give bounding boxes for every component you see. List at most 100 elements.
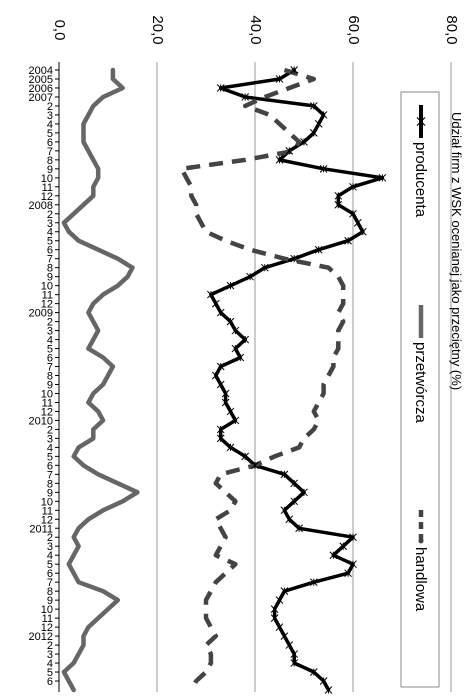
data-point-producenta bbox=[344, 569, 352, 578]
data-point-producenta bbox=[226, 317, 235, 326]
x-tick-label: 6 bbox=[47, 245, 53, 257]
x-tick-label: 2011 bbox=[29, 523, 53, 535]
data-point-producenta bbox=[349, 209, 357, 218]
x-tick-label: 6 bbox=[47, 676, 53, 688]
x-tick-label: 9 bbox=[47, 595, 53, 607]
x-tick-label: 7 bbox=[47, 254, 53, 266]
data-point-producenta bbox=[280, 587, 289, 596]
data-point-producenta bbox=[290, 659, 299, 667]
data-point-producenta bbox=[334, 200, 343, 209]
x-tick-label: 2012 bbox=[29, 631, 53, 643]
data-point-producenta bbox=[344, 236, 352, 245]
x-tick-label: 7 bbox=[47, 362, 53, 374]
x-tick-label: 3 bbox=[47, 649, 53, 661]
x-tick-label: 2008 bbox=[29, 200, 53, 212]
x-tick-label: 2006 bbox=[29, 83, 53, 95]
data-point-producenta bbox=[280, 506, 289, 515]
x-tick-label: 12 bbox=[41, 514, 53, 526]
data-point-producenta bbox=[211, 371, 220, 380]
data-point-producenta bbox=[226, 281, 235, 290]
x-tick-label: 5 bbox=[47, 344, 53, 356]
series-markers bbox=[207, 66, 387, 694]
series-line-handlowa bbox=[179, 67, 346, 692]
x-tick-label: 9 bbox=[47, 164, 53, 176]
x-tick-label: 9 bbox=[47, 272, 53, 284]
x-tick-label: 4 bbox=[47, 550, 53, 562]
data-point-producenta bbox=[314, 120, 323, 128]
x-tick-label: 9 bbox=[47, 487, 53, 499]
data-point-producenta bbox=[378, 173, 387, 182]
y-tick-label: 40,0 bbox=[247, 15, 264, 44]
data-point-producenta bbox=[226, 407, 235, 416]
data-point-producenta bbox=[290, 254, 299, 263]
data-point-producenta bbox=[216, 434, 225, 443]
x-tick-label: 9 bbox=[47, 379, 53, 391]
data-point-producenta bbox=[226, 443, 235, 452]
data-point-producenta bbox=[216, 425, 225, 434]
x-tick-label: 3 bbox=[47, 218, 53, 230]
data-point-producenta bbox=[285, 641, 294, 649]
series-line-przetwórcza bbox=[61, 67, 140, 693]
y-tick-label: 80,0 bbox=[443, 15, 460, 44]
x-tick-label: 5 bbox=[47, 128, 53, 140]
x-tick-label: 4 bbox=[47, 335, 53, 347]
data-point-producenta bbox=[319, 164, 328, 173]
data-point-producenta bbox=[280, 470, 289, 479]
x-tick-label: 4 bbox=[47, 119, 53, 131]
x-tick-label: 11 bbox=[42, 613, 53, 625]
series-line-producenta bbox=[209, 68, 385, 692]
x-tick-label: 5 bbox=[47, 236, 53, 248]
x-tick-label: 4 bbox=[47, 442, 53, 454]
data-point-producenta bbox=[309, 578, 318, 587]
data-point-producenta bbox=[319, 111, 328, 119]
x-tick-label: 8 bbox=[47, 155, 53, 167]
data-point-producenta bbox=[285, 515, 294, 524]
data-point-producenta bbox=[290, 479, 299, 488]
legend-label-handlowa: handlowa bbox=[412, 547, 429, 612]
data-point-producenta bbox=[295, 524, 303, 533]
series-lines bbox=[61, 67, 385, 693]
data-point-producenta bbox=[231, 416, 240, 425]
data-point-producenta bbox=[270, 614, 279, 622]
data-point-producenta bbox=[349, 533, 357, 542]
x-tick-label: 7 bbox=[47, 577, 53, 589]
x-tick-label: 5 bbox=[47, 451, 53, 463]
data-point-producenta bbox=[207, 290, 215, 299]
legend-box bbox=[400, 91, 440, 688]
x-tick-label: 2 bbox=[47, 532, 53, 544]
data-point-producenta bbox=[241, 335, 250, 344]
x-tick-label: 2 bbox=[47, 424, 53, 436]
data-point-producenta bbox=[349, 560, 357, 569]
y-tick-label: 20,0 bbox=[149, 15, 166, 44]
data-point-producenta bbox=[231, 344, 240, 353]
legend-label-producenta: producenta bbox=[412, 142, 429, 218]
data-point-producenta bbox=[358, 227, 367, 236]
data-point-producenta bbox=[275, 623, 284, 631]
data-point-producenta bbox=[251, 461, 259, 470]
data-point-producenta bbox=[231, 326, 240, 335]
data-point-producenta bbox=[216, 84, 225, 92]
data-point-producenta bbox=[285, 147, 294, 155]
x-tick-label: 3 bbox=[47, 433, 53, 445]
x-tick-label: 7 bbox=[47, 469, 53, 481]
data-point-producenta bbox=[216, 362, 225, 371]
chart-title-group: Udział firm z WSK ocenianej jako przecię… bbox=[449, 112, 464, 390]
x-tick-label: 5 bbox=[47, 559, 53, 571]
x-tick-label: 11 bbox=[42, 182, 53, 194]
data-point-producenta bbox=[354, 218, 362, 227]
x-tick-label: 2004 bbox=[29, 65, 53, 77]
data-point-producenta bbox=[216, 380, 225, 389]
y-tick-label: 0,0 bbox=[51, 20, 68, 41]
data-point-producenta bbox=[309, 102, 318, 110]
data-point-producenta bbox=[221, 389, 230, 398]
x-tick-label: 12 bbox=[41, 299, 53, 311]
data-point-producenta bbox=[300, 488, 308, 497]
x-tick-label: 6 bbox=[47, 568, 53, 580]
data-point-producenta bbox=[216, 308, 225, 317]
x-tick-label: 3 bbox=[47, 541, 53, 553]
x-tick-label: 4 bbox=[47, 658, 53, 670]
x-tick-label: 2 bbox=[47, 101, 53, 113]
data-point-producenta bbox=[324, 686, 333, 694]
chart-title: Udział firm z WSK ocenianej jako przecię… bbox=[449, 112, 464, 390]
x-tick-label: 2009 bbox=[29, 308, 53, 320]
